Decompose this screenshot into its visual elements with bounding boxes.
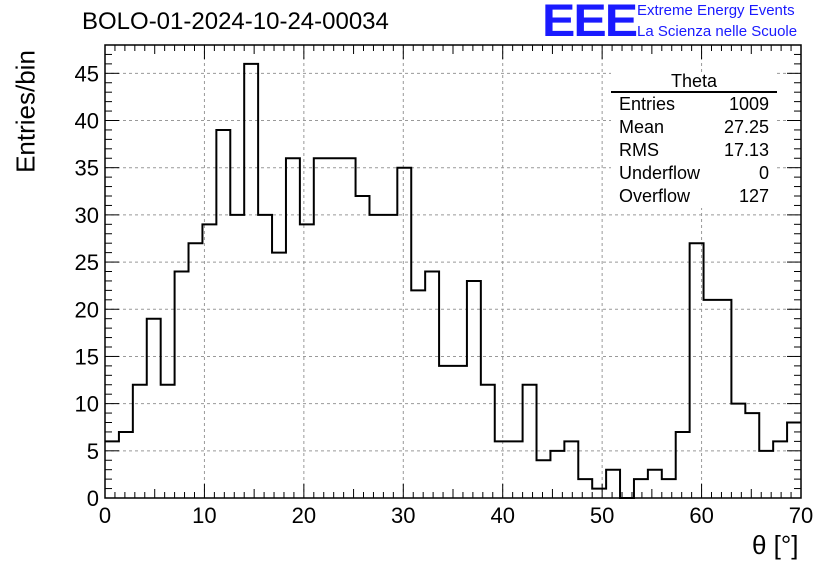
histogram-bar bbox=[606, 470, 620, 498]
histogram-bar bbox=[648, 470, 662, 498]
histogram-bar bbox=[411, 290, 425, 498]
histogram-bar bbox=[509, 441, 523, 498]
histogram-bar bbox=[202, 224, 216, 498]
y-tick-label: 0 bbox=[87, 486, 99, 511]
stats-label: Mean bbox=[619, 117, 665, 137]
histogram-bar bbox=[119, 432, 133, 498]
histogram-bar bbox=[481, 385, 495, 498]
stats-value: 27.25 bbox=[723, 117, 769, 137]
stats-row-mean: Mean 27.25 bbox=[611, 116, 777, 139]
histogram-bar bbox=[175, 272, 189, 499]
histogram-bar bbox=[634, 479, 648, 498]
histogram-bar bbox=[356, 196, 370, 498]
histogram-bar bbox=[467, 281, 481, 498]
histogram-bar bbox=[286, 158, 300, 498]
y-tick-label: 45 bbox=[75, 61, 99, 86]
stats-title: Theta bbox=[611, 72, 777, 93]
logo-line-2: La Scienza nelle Scuole bbox=[637, 23, 798, 40]
stats-value: 17.13 bbox=[723, 140, 769, 160]
histogram-bar bbox=[453, 366, 467, 498]
histogram-bar bbox=[189, 243, 203, 498]
stats-value: 0 bbox=[758, 163, 769, 183]
stats-row-overflow: Overflow 127 bbox=[611, 185, 777, 208]
eee-logo: EEE bbox=[542, 0, 638, 46]
histogram-bar bbox=[328, 158, 342, 498]
stats-label: RMS bbox=[619, 140, 659, 160]
x-tick-label: 50 bbox=[590, 503, 614, 528]
y-tick-label: 30 bbox=[75, 203, 99, 228]
x-tick-label: 40 bbox=[490, 503, 514, 528]
histogram-bar bbox=[745, 413, 759, 498]
histogram-bar bbox=[773, 441, 787, 498]
histogram-bar bbox=[495, 441, 509, 498]
histogram-bar bbox=[272, 253, 286, 498]
histogram-bar bbox=[523, 385, 537, 498]
histogram-bar bbox=[717, 300, 731, 498]
y-tick-label: 15 bbox=[75, 344, 99, 369]
histogram-bar bbox=[662, 479, 676, 498]
histogram-bar bbox=[592, 489, 606, 498]
stats-row-underflow: Underflow 0 bbox=[611, 162, 777, 185]
histogram-bar bbox=[300, 224, 314, 498]
y-tick-label: 35 bbox=[75, 156, 99, 181]
stats-row-entries: Entries 1009 bbox=[611, 93, 777, 116]
y-tick-label: 20 bbox=[75, 297, 99, 322]
histogram-bar bbox=[147, 319, 161, 498]
histogram-bar bbox=[244, 64, 258, 498]
histogram-bar bbox=[161, 385, 175, 498]
histogram-bar bbox=[314, 158, 328, 498]
stats-value: 127 bbox=[738, 186, 769, 206]
x-tick-label: 70 bbox=[789, 503, 813, 528]
y-tick-label: 5 bbox=[87, 439, 99, 464]
histogram-bar bbox=[342, 158, 356, 498]
y-tick-label: 25 bbox=[75, 250, 99, 275]
chart-title: BOLO-01-2024-10-24-00034 bbox=[82, 8, 389, 35]
y-tick-label: 10 bbox=[75, 392, 99, 417]
histogram-line bbox=[105, 62, 801, 499]
stats-label: Underflow bbox=[619, 163, 701, 183]
histogram-bar bbox=[537, 460, 551, 498]
histogram-bar bbox=[676, 432, 690, 498]
histogram-bar bbox=[578, 479, 592, 498]
x-tick-label: 20 bbox=[292, 503, 316, 528]
histogram-bar bbox=[216, 130, 230, 498]
y-axis-label: Entries/bin bbox=[10, 50, 41, 173]
histogram-bar bbox=[133, 385, 147, 498]
stats-row-rms: RMS 17.13 bbox=[611, 139, 777, 162]
histogram-bar bbox=[439, 366, 453, 498]
x-tick-label: 10 bbox=[192, 503, 216, 528]
logo-line-1: Extreme Energy Events bbox=[637, 2, 795, 19]
x-tick-label: 30 bbox=[391, 503, 415, 528]
histogram-bar bbox=[759, 451, 773, 498]
histogram-bar bbox=[397, 168, 411, 498]
x-tick-label: 60 bbox=[689, 503, 713, 528]
x-tick-label: 0 bbox=[99, 503, 111, 528]
histogram-bar bbox=[704, 300, 718, 498]
stats-label: Overflow bbox=[619, 186, 691, 206]
x-axis-label: θ [°] bbox=[752, 530, 799, 560]
stats-label: Entries bbox=[619, 94, 676, 114]
stats-value: 1009 bbox=[728, 94, 769, 114]
histogram-bar bbox=[564, 441, 578, 498]
stats-box: Theta Entries 1009 Mean 27.25 RMS 17.13 … bbox=[611, 72, 777, 208]
histogram-bar bbox=[425, 272, 439, 499]
y-tick-label: 40 bbox=[75, 109, 99, 134]
